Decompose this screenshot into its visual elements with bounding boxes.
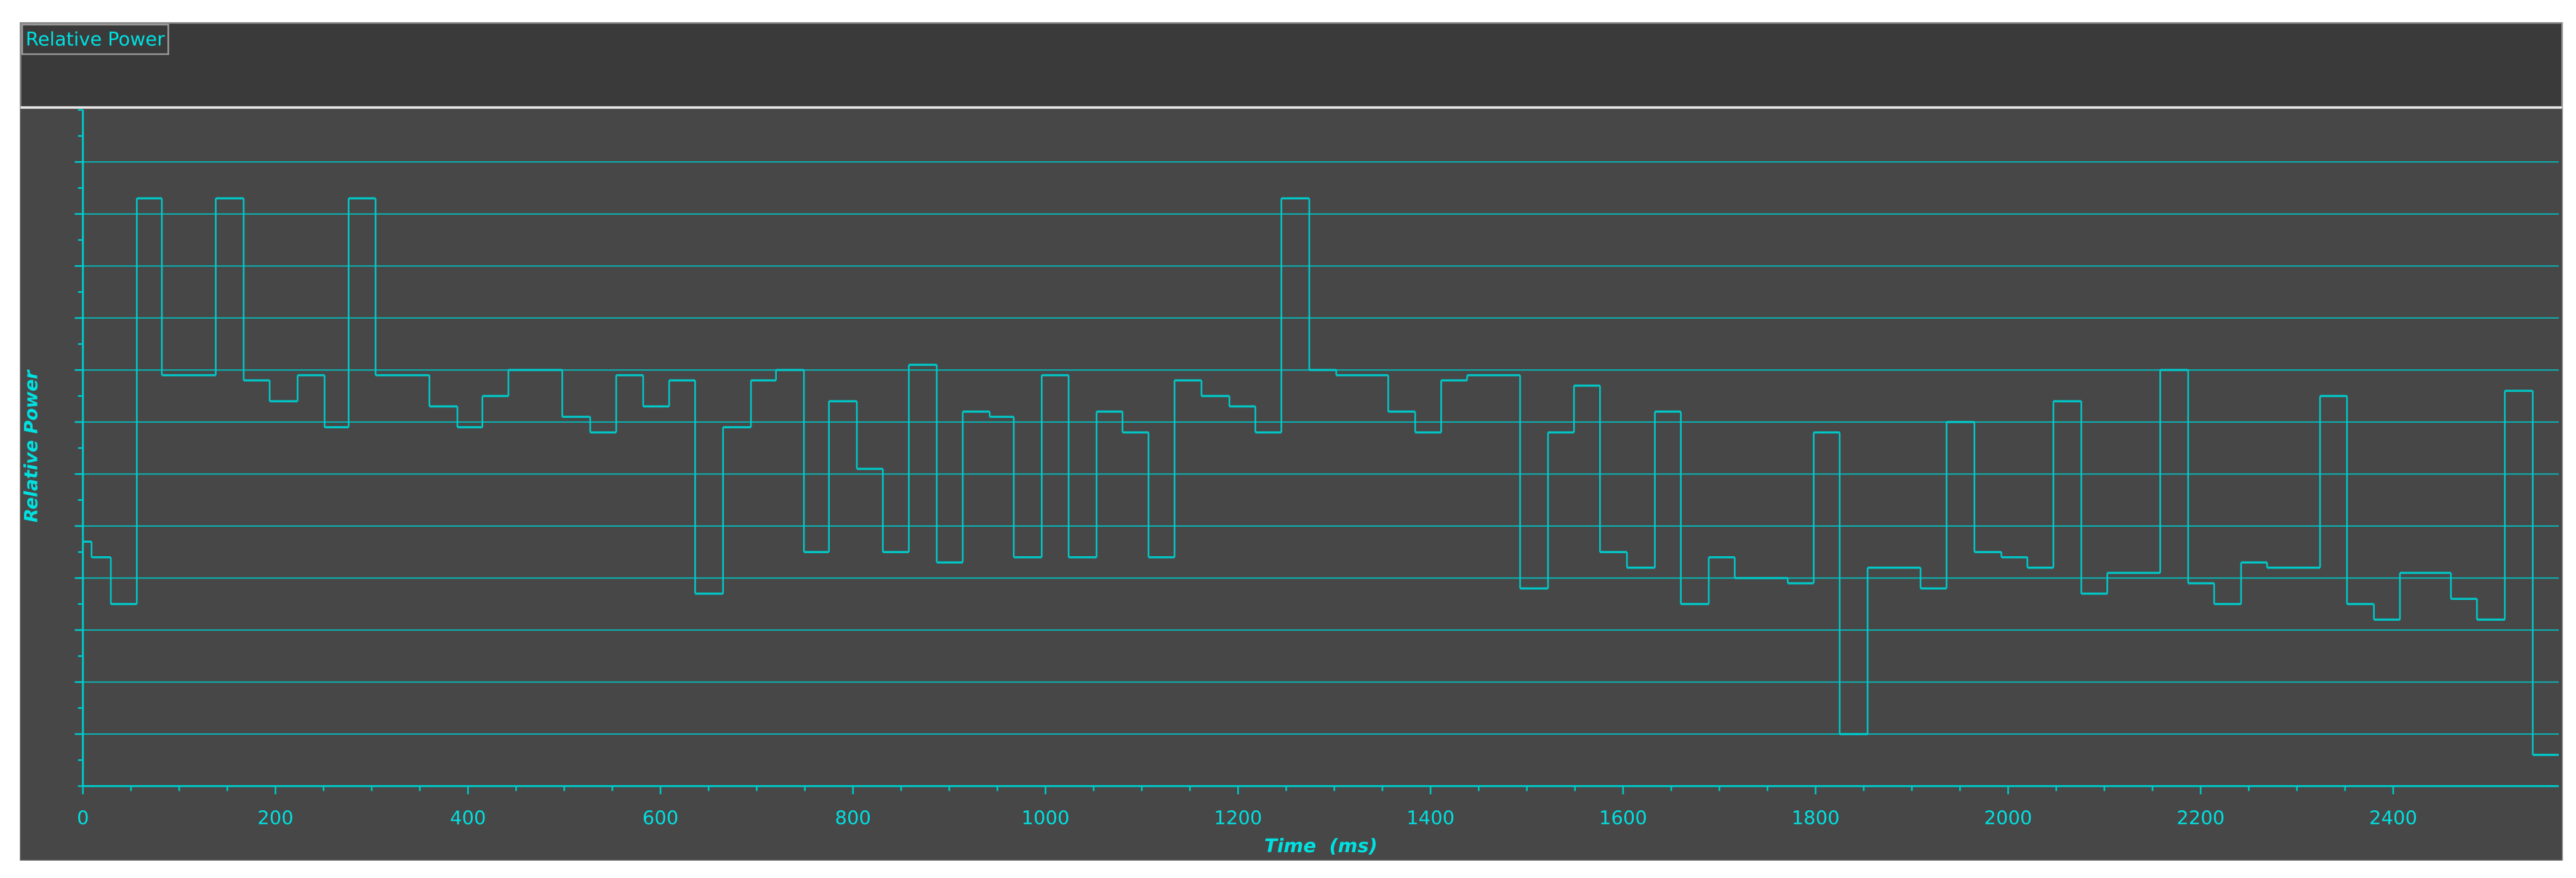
- x-tick-label: 1800: [1792, 807, 1840, 829]
- x-tick-label: 0: [77, 807, 89, 829]
- y-axis-label: Relative Power: [21, 369, 42, 522]
- plot-background: [20, 108, 2562, 860]
- x-tick-label: 2200: [2177, 807, 2225, 829]
- tab-button[interactable]: [21, 23, 169, 55]
- x-axis-label: Time (ms): [1264, 836, 1378, 857]
- x-tick-label: 1600: [1599, 807, 1647, 829]
- x-tick-label: 200: [257, 807, 294, 829]
- x-tick-label: 2000: [1984, 807, 2032, 829]
- x-tick-label: 1000: [1022, 807, 1070, 829]
- x-tick-label: 600: [643, 807, 679, 829]
- x-tick-label: 1200: [1214, 807, 1262, 829]
- x-tick-label: 1400: [1406, 807, 1455, 829]
- x-tick-label: 800: [835, 807, 872, 829]
- x-tick-label: 2400: [2369, 807, 2417, 829]
- tab-label[interactable]: Relative Power: [26, 29, 165, 50]
- x-tick-label: 400: [450, 807, 486, 829]
